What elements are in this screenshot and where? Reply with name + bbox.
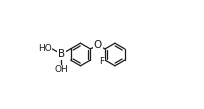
Text: F: F <box>99 56 104 66</box>
Text: OH: OH <box>54 65 68 74</box>
Text: B: B <box>58 49 65 59</box>
Text: O: O <box>94 40 102 50</box>
Text: HO: HO <box>38 44 52 53</box>
